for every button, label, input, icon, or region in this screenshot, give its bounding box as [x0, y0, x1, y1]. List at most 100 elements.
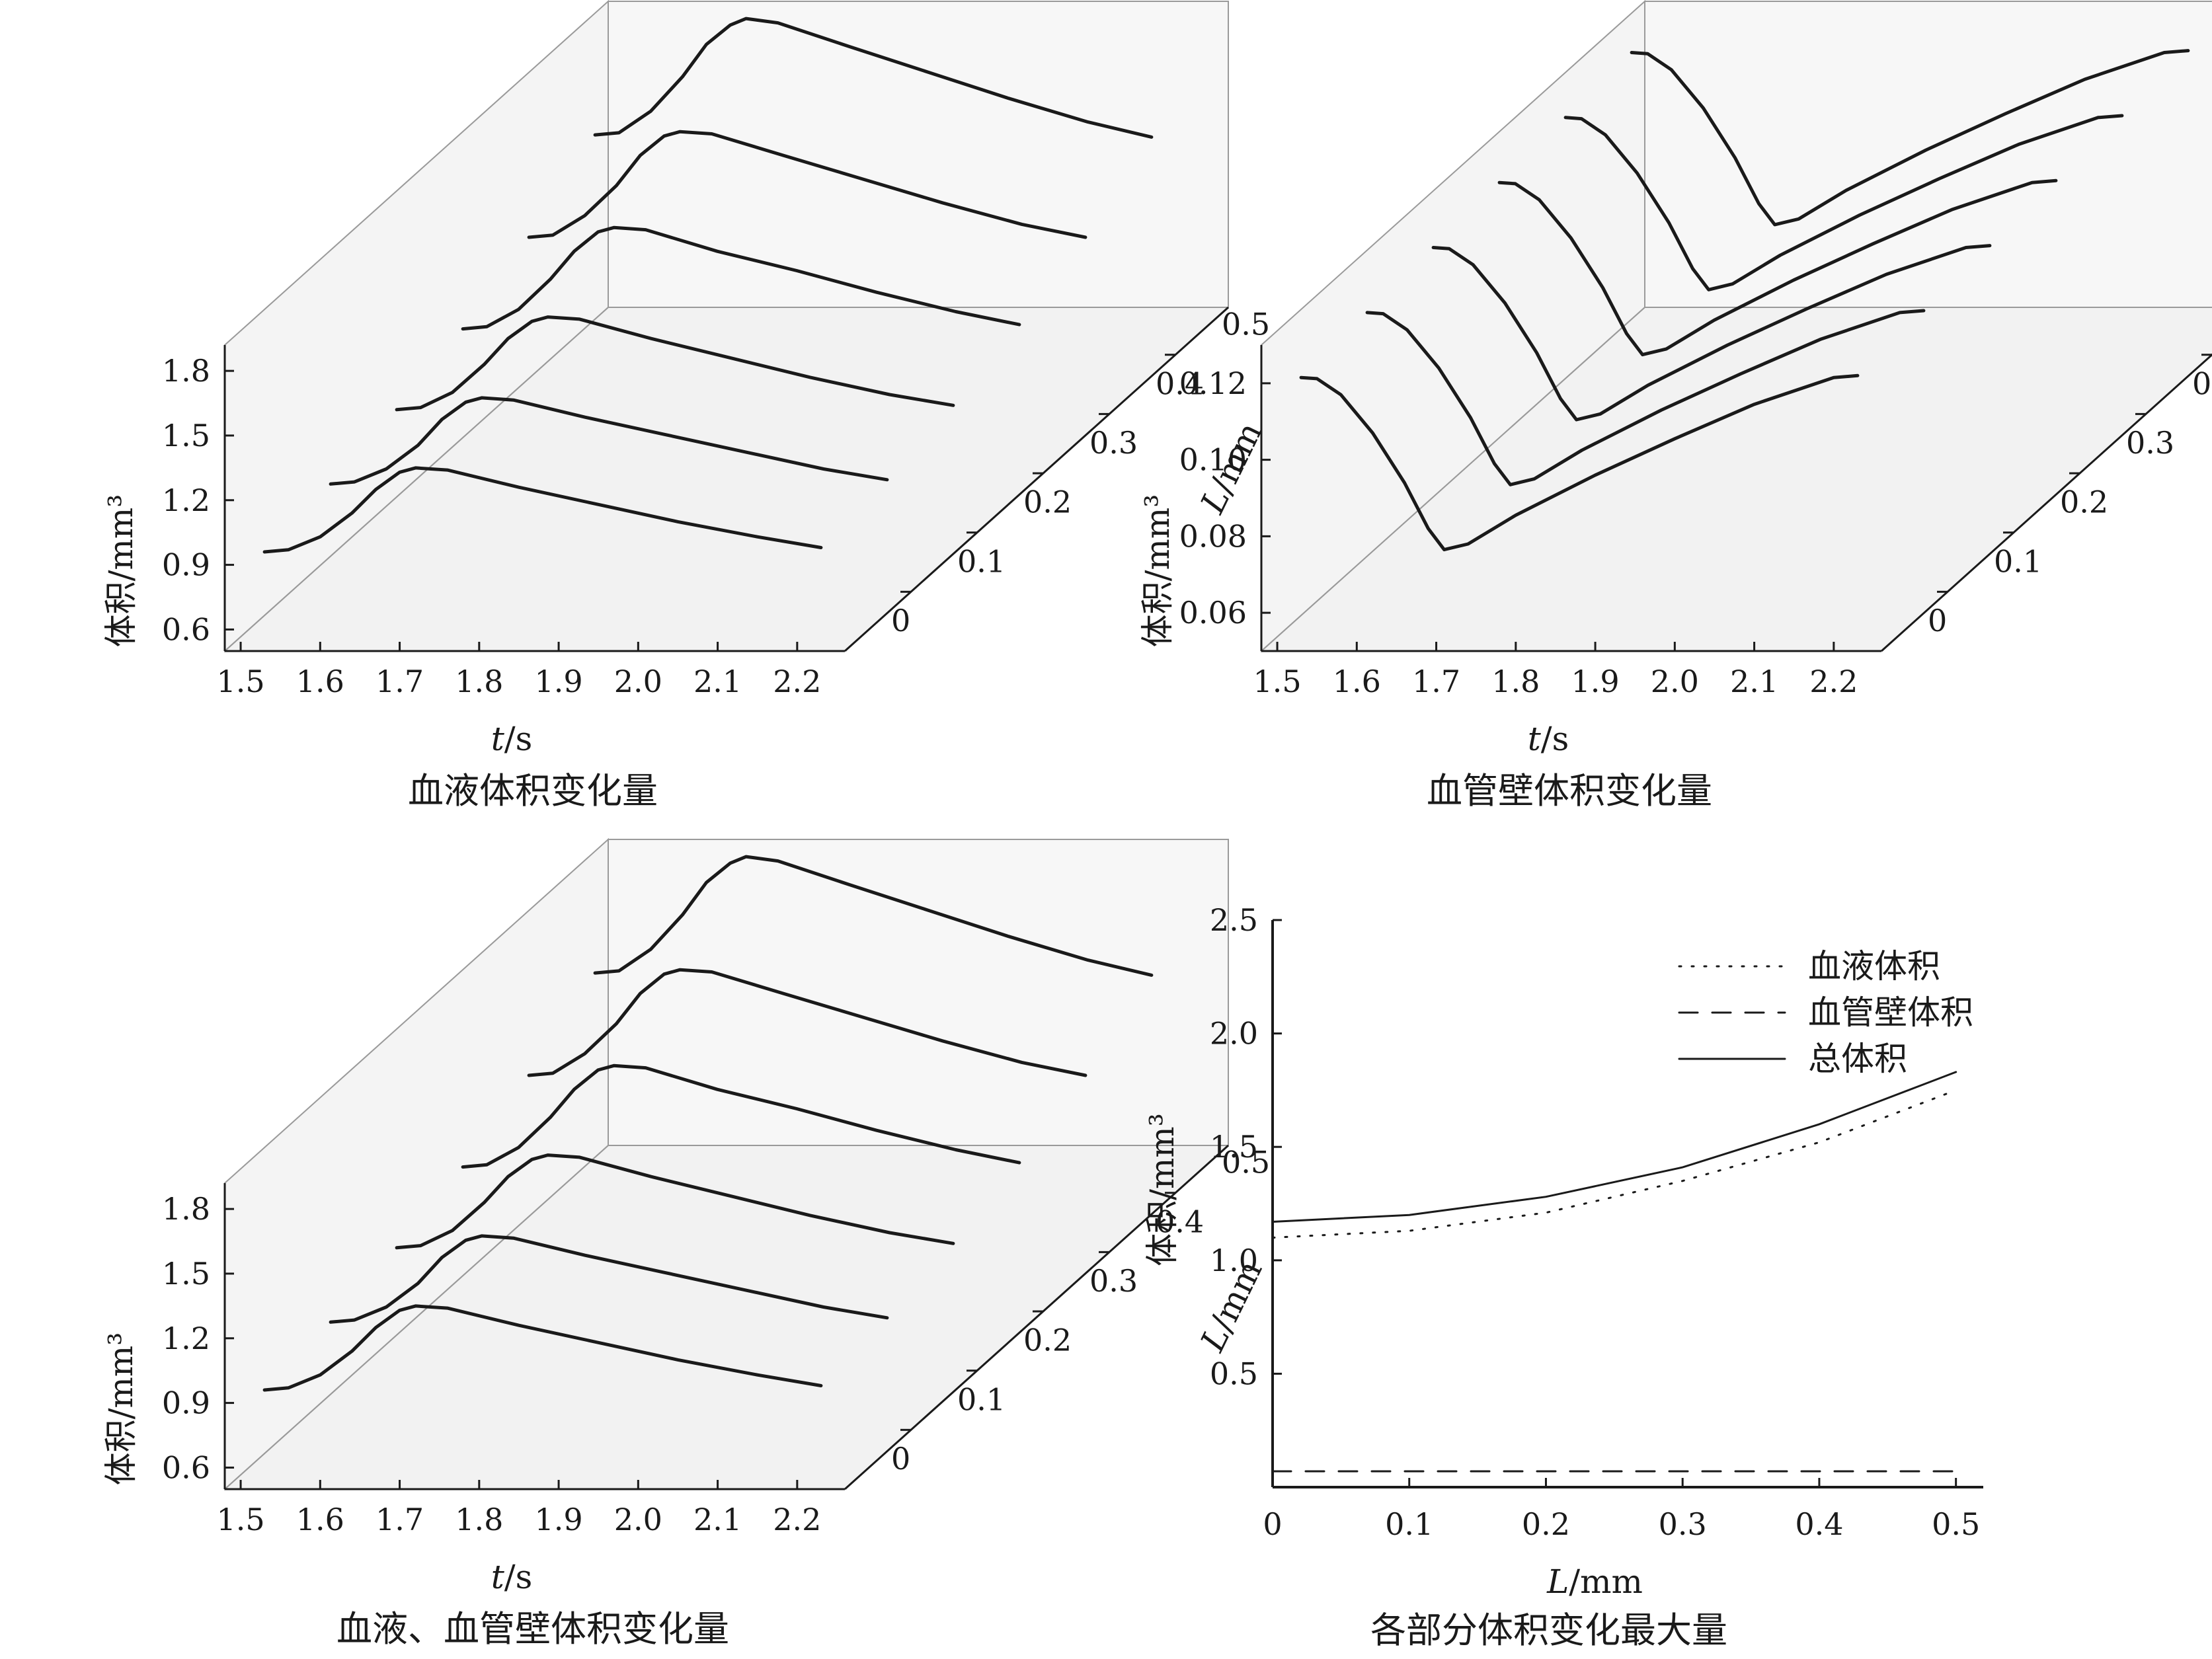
- x-tick-label: 2.1: [693, 664, 742, 699]
- series-line-z0_5: [1630, 49, 2190, 227]
- x-tick-label: 1.6: [1333, 664, 1381, 699]
- series-line-z0_1: [329, 396, 889, 486]
- z-axis-line: [844, 1144, 1230, 1490]
- x-axis-label: L/mm: [1546, 1563, 1643, 1601]
- x-axis-label: t/s: [1528, 720, 1569, 758]
- x-tick-label: 2.0: [1651, 664, 1699, 699]
- series-line-z0_1: [1365, 309, 1926, 486]
- z-tick-label: 0: [1928, 603, 1947, 638]
- x-axis-label: t/s: [491, 1558, 533, 1596]
- y-tick-label: 0.10: [1179, 442, 1247, 478]
- x-tick-label: 1.8: [1491, 664, 1540, 699]
- x-tick-label: 0.3: [1659, 1506, 1707, 1542]
- floor-plane: [1261, 307, 2212, 651]
- y-tick-label: 0.6: [162, 611, 210, 647]
- x-tick-label: 2.1: [693, 1502, 742, 1537]
- back-wall: [608, 1, 1229, 308]
- y-tick-label: 1.2: [162, 482, 210, 518]
- x-tick-label: 1.9: [534, 664, 582, 699]
- depth-edge: [224, 1145, 609, 1490]
- z-tick-label: 0.4: [1156, 1204, 1204, 1239]
- floor-plane: [225, 1145, 1228, 1489]
- legend-label: 血管壁体积: [1808, 993, 1973, 1032]
- z-axis-line: [1880, 353, 2212, 652]
- y-tick-label: 0.6: [162, 1449, 210, 1485]
- y-tick-label: 0.9: [162, 547, 210, 583]
- y-tick-label: 1.5: [1210, 1129, 1258, 1165]
- x-tick-label: 1.7: [375, 664, 424, 699]
- y-tick-label: 1.5: [162, 1256, 210, 1292]
- panel-caption: 血液、血管壁体积变化量: [336, 1608, 729, 1650]
- series-line-z0_3: [1497, 178, 2058, 357]
- series-line-z0: [262, 466, 823, 554]
- y-axis-label: 体积/mm³: [1138, 494, 1177, 648]
- back-wall: [608, 839, 1229, 1146]
- y-tick-label: 1.8: [162, 353, 210, 389]
- z-tick-label: 0: [891, 603, 910, 638]
- panel-vessel-wall-volume: 1.5 1.6 1.7 1.8 1.9 2.0 2.1 2.20.060.080.100.12…: [1138, 0, 2212, 812]
- depth-edge: [224, 307, 609, 652]
- series-line-z0_3: [461, 1063, 1021, 1169]
- series-line-z0_4: [1563, 114, 2124, 291]
- z-tick-label: 0.2: [2060, 484, 2108, 520]
- y-tick-label: 2.0: [1210, 1016, 1258, 1052]
- x-tick-label: 2.2: [1809, 664, 1858, 699]
- panel-caption: 血液体积变化量: [408, 770, 658, 812]
- x-tick-label: 1.7: [375, 1502, 424, 1537]
- y-tick-label: 1.0: [1210, 1243, 1258, 1278]
- y-axis-label: 体积/mm³: [102, 494, 140, 648]
- series-line-z0_1: [329, 1234, 889, 1324]
- series-line-solid: [1271, 1071, 1957, 1223]
- x-axis-label: t/s: [491, 720, 533, 758]
- y-axis-label: 体积/mm³: [1143, 1113, 1181, 1266]
- series-line-z0_2: [1431, 244, 1992, 422]
- back-wall: [1644, 1, 2212, 308]
- z-tick-label: 0.1: [1994, 543, 2042, 579]
- z-tick-label: 0.5: [1222, 307, 1270, 342]
- z-axis-line: [844, 306, 1230, 652]
- y-tick-label: 2.5: [1210, 902, 1258, 938]
- z-tick-label: 0.4: [2192, 366, 2212, 401]
- floor-plane: [225, 307, 1228, 651]
- z-tick-label: 0.3: [1089, 425, 1138, 461]
- z-tick-label: 0: [891, 1441, 910, 1477]
- x-tick-label: 2.1: [1730, 664, 1778, 699]
- legend-label: 总体积: [1808, 1040, 1907, 1078]
- y-tick-label: 0.5: [1210, 1356, 1258, 1391]
- z-tick-label: 0.5: [1222, 1145, 1270, 1180]
- legend-label: 血液体积: [1808, 947, 1940, 985]
- z-tick-label: 0.3: [2126, 425, 2174, 461]
- series-line-z0_2: [395, 315, 955, 412]
- z-tick-label: 0.1: [957, 1381, 1006, 1417]
- y-axis-label: 体积/mm³: [102, 1332, 140, 1486]
- series-line-z0_2: [395, 1153, 955, 1250]
- panel-caption: 血管壁体积变化量: [1427, 770, 1712, 812]
- x-tick-label: 0.1: [1385, 1506, 1433, 1542]
- x-tick-label: 0.5: [1932, 1506, 1980, 1542]
- y-tick-label: 1.8: [162, 1191, 210, 1227]
- x-tick-label: 1.5: [216, 664, 264, 699]
- x-tick-label: 1.9: [1571, 664, 1619, 699]
- panel-combined-volume: 1.5 1.6 1.7 1.8 1.9 2.0 2.1 2.2 0.6 0.9 1.2 1.5 1.8 0…: [102, 837, 1270, 1650]
- x-tick-label: 1.6: [296, 664, 344, 699]
- x-tick-label: 2.2: [773, 1502, 821, 1537]
- x-tick-label: 1.5: [216, 1502, 264, 1537]
- x-tick-label: 2.0: [614, 1502, 662, 1537]
- z-tick-label: 0.4: [1156, 366, 1204, 401]
- z-tick-label: 0.1: [957, 543, 1006, 579]
- z-tick-label: 0.2: [1023, 484, 1072, 520]
- depth-edge: [1261, 307, 1645, 652]
- panel-caption: 各部分体积变化最大量: [1370, 1609, 1727, 1651]
- x-tick-label: 2.0: [614, 664, 662, 699]
- y-tick-label: 0.9: [162, 1385, 210, 1421]
- x-tick-label: 1.5: [1253, 664, 1301, 699]
- x-tick-label: 1.7: [1412, 664, 1460, 699]
- series-line-z0_3: [461, 225, 1021, 331]
- x-tick-label: 0.2: [1522, 1506, 1570, 1542]
- y-tick-label: 0.12: [1179, 366, 1247, 401]
- x-tick-label: 2.2: [773, 664, 821, 699]
- series-line-z0_5: [593, 855, 1154, 977]
- x-tick-label: 1.8: [455, 664, 503, 699]
- y-tick-label: 0.08: [1179, 518, 1247, 554]
